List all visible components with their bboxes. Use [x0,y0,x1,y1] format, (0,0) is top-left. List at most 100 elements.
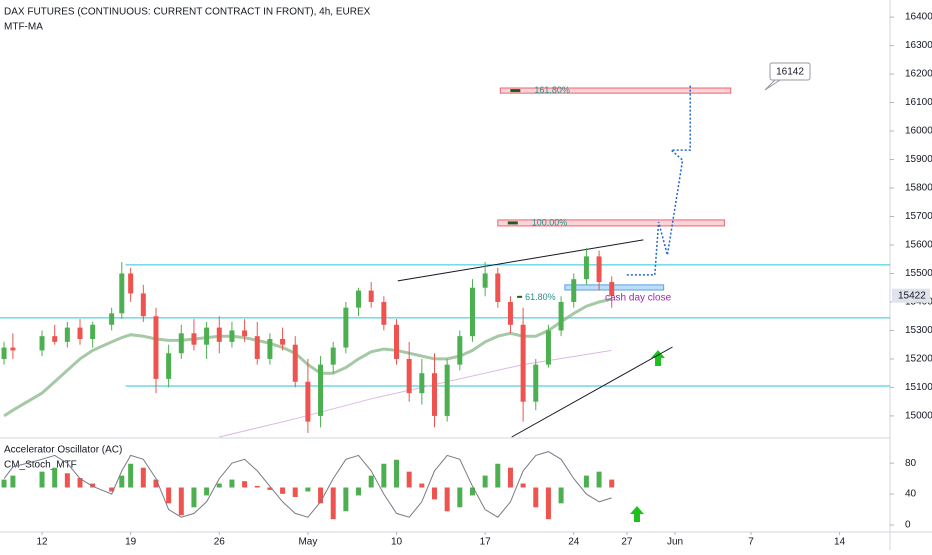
x-tick-label: 24 [568,537,580,548]
candle-body [292,344,298,382]
fib-zone [497,219,725,227]
ac-bar [178,487,184,516]
zone-marker [507,221,518,225]
ac-bar [90,483,96,488]
candle-body [52,336,58,342]
candle-body [140,293,146,317]
ac-bar [39,471,45,488]
arrow-up [651,350,665,366]
trendline [511,346,673,438]
x-tick-label: 27 [621,537,633,548]
x-tick-label: 19 [125,537,137,548]
candle-body [39,336,45,351]
y-tick-label: 16000 [905,126,932,137]
ac-bar [330,487,336,520]
ac-bar [166,487,172,504]
candle-body [571,279,577,302]
y-tick-label: 15300 [905,325,932,336]
candle-body [533,364,539,402]
candle-body [482,273,488,288]
candle-body [495,273,501,302]
trendline [397,239,644,282]
candle-body [507,301,513,325]
ac-bar [77,478,83,488]
candle-body [242,330,248,337]
y-tick-label: 16300 [905,40,932,51]
candle-body [128,273,134,294]
y-tick-label: 16200 [905,69,932,80]
ac-bar [292,487,298,497]
ac-bar [444,487,450,512]
candle-body [596,256,602,283]
candle-body [305,381,311,422]
candle-body [64,327,70,342]
ac-bar [457,487,463,508]
candle-body [520,324,526,402]
candle-body [381,301,387,325]
candle-body [1,347,7,359]
y-tick-label: 15200 [905,354,932,365]
ac-bar [153,479,159,488]
candle-body [545,330,551,365]
ac-bar [406,471,412,488]
candle-body [330,347,336,365]
callout-pointer [764,79,781,91]
y-tick-label: 16100 [905,97,932,108]
projection [626,85,691,276]
y-tick-label: 15600 [905,240,932,251]
annotation: cash day close [605,293,672,304]
plot: 1500015100152001530015400155001560015700… [0,12,932,548]
candle-body [469,287,475,337]
y-tick-label: 15100 [905,382,932,393]
candle-body [166,353,172,379]
candle-body [119,273,125,314]
y-tick-label: 15700 [905,211,932,222]
candle-body [394,324,400,359]
candle-body [444,364,450,416]
y-tick-label: 40 [905,489,917,500]
ac-bar [119,475,125,488]
x-tick-label: 10 [391,537,403,548]
ac-bar [368,475,374,488]
ac-bar [216,483,222,488]
x-tick-label: 26 [214,537,226,548]
zone-label: 161.80% [534,85,570,95]
ac-bar [356,487,362,496]
ac-bar [267,487,273,490]
ac-bar [558,487,564,504]
ac-bar [109,487,115,492]
ac-bar [520,483,526,488]
last-price-label: 15422 [898,290,926,301]
x-tick-label: 12 [36,537,48,548]
y-tick-label: 15500 [905,268,932,279]
fib-label: 61.80% [525,292,556,302]
candle-body [431,373,437,416]
arrow-up [630,506,644,522]
zone-marker [510,89,521,93]
last-price-box [892,288,930,303]
ac-bar [191,487,197,508]
candle-body [457,336,463,365]
ac-bar [318,487,324,504]
candle-body [109,313,115,325]
x-tick-label: 17 [480,537,492,548]
ac-bar [545,487,551,520]
ac-bar [10,475,16,488]
ac-bar [495,463,501,488]
y-tick-label: 0 [905,520,911,531]
ac-bar [128,463,134,488]
candle-body [609,282,615,296]
fib-zone [499,87,732,94]
ac-bar [609,479,615,488]
cash-box [564,284,665,291]
ac-bar [533,487,539,508]
ac-bar [204,487,210,496]
ac-bar [305,487,311,492]
ac-bar [469,487,475,496]
chart-title: DAX FUTURES (CONTINUOUS: CURRENT CONTRAC… [4,7,371,18]
candle-body [153,316,159,379]
ac-bar [596,471,602,488]
candle-body [90,324,96,340]
ac-bar [64,473,70,488]
